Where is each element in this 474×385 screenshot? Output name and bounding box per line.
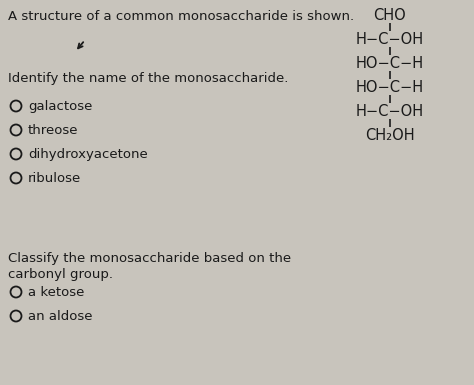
Text: threose: threose [28, 124, 79, 137]
Text: H−C−OH: H−C−OH [356, 104, 424, 119]
Text: A structure of a common monosaccharide is shown.: A structure of a common monosaccharide i… [8, 10, 354, 23]
Text: galactose: galactose [28, 100, 92, 113]
Text: H−C−OH: H−C−OH [356, 32, 424, 47]
Text: Identify the name of the monosaccharide.: Identify the name of the monosaccharide. [8, 72, 288, 85]
Text: carbonyl group.: carbonyl group. [8, 268, 113, 281]
Text: CHO: CHO [374, 8, 406, 23]
Text: CH₂OH: CH₂OH [365, 128, 415, 143]
Text: dihydroxyacetone: dihydroxyacetone [28, 148, 148, 161]
Text: HO−C−H: HO−C−H [356, 80, 424, 95]
Text: Classify the monosaccharide based on the: Classify the monosaccharide based on the [8, 252, 291, 265]
Text: a ketose: a ketose [28, 286, 84, 299]
Text: an aldose: an aldose [28, 310, 92, 323]
Text: HO−C−H: HO−C−H [356, 56, 424, 71]
Text: ribulose: ribulose [28, 172, 81, 185]
